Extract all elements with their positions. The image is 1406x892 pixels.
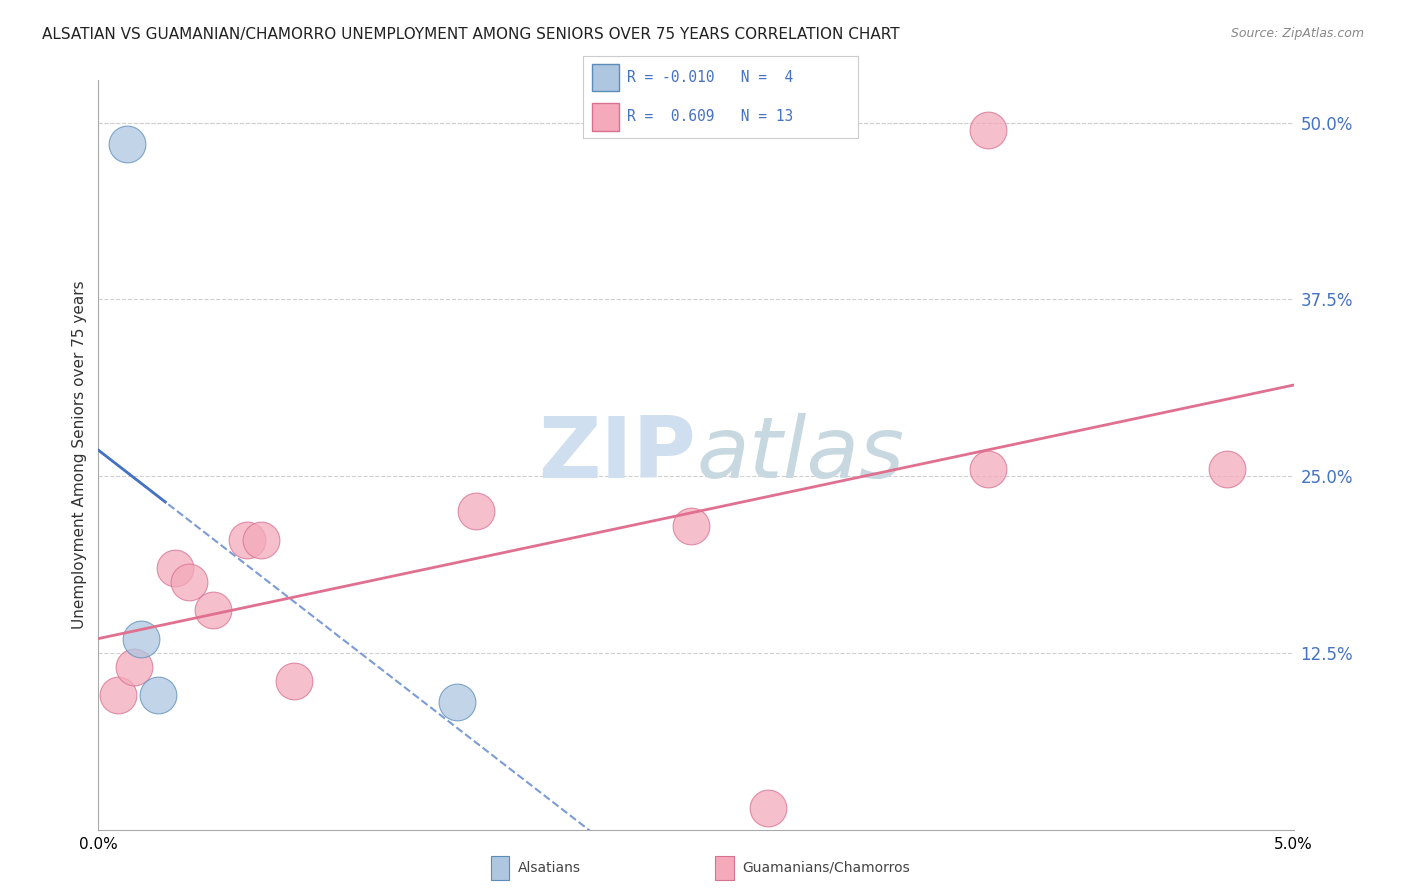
Alsatians [131, 632, 153, 646]
Text: ZIP: ZIP [538, 413, 696, 497]
Alsatians [148, 688, 170, 702]
Text: Alsatians: Alsatians [517, 861, 581, 875]
Guamanians/Chamorros [107, 688, 129, 702]
Guamanians/Chamorros [179, 575, 201, 590]
Guamanians/Chamorros [976, 122, 998, 136]
Guamanians/Chamorros [163, 561, 186, 575]
Guamanians/Chamorros [976, 462, 998, 476]
Bar [716, 856, 734, 880]
Text: ALSATIAN VS GUAMANIAN/CHAMORRO UNEMPLOYMENT AMONG SENIORS OVER 75 YEARS CORRELAT: ALSATIAN VS GUAMANIAN/CHAMORRO UNEMPLOYM… [42, 27, 900, 42]
Guamanians/Chamorros [681, 518, 703, 533]
Guamanians/Chamorros [202, 603, 225, 617]
Bar [491, 856, 509, 880]
Text: R =  0.609   N = 13: R = 0.609 N = 13 [627, 110, 793, 124]
Guamanians/Chamorros [124, 660, 146, 674]
Guamanians/Chamorros [1215, 462, 1237, 476]
Y-axis label: Unemployment Among Seniors over 75 years: Unemployment Among Seniors over 75 years [72, 281, 87, 629]
Text: R = -0.010   N =  4: R = -0.010 N = 4 [627, 70, 793, 85]
Guamanians/Chamorros [235, 533, 257, 547]
Guamanians/Chamorros [756, 801, 779, 815]
Guamanians/Chamorros [283, 674, 305, 689]
Guamanians/Chamorros [250, 533, 273, 547]
FancyBboxPatch shape [592, 103, 619, 131]
Guamanians/Chamorros [465, 504, 488, 518]
Text: Guamanians/Chamorros: Guamanians/Chamorros [742, 861, 910, 875]
Text: atlas: atlas [696, 413, 904, 497]
FancyBboxPatch shape [592, 63, 619, 92]
Alsatians [115, 136, 138, 151]
Alsatians [446, 695, 468, 709]
Text: Source: ZipAtlas.com: Source: ZipAtlas.com [1230, 27, 1364, 40]
